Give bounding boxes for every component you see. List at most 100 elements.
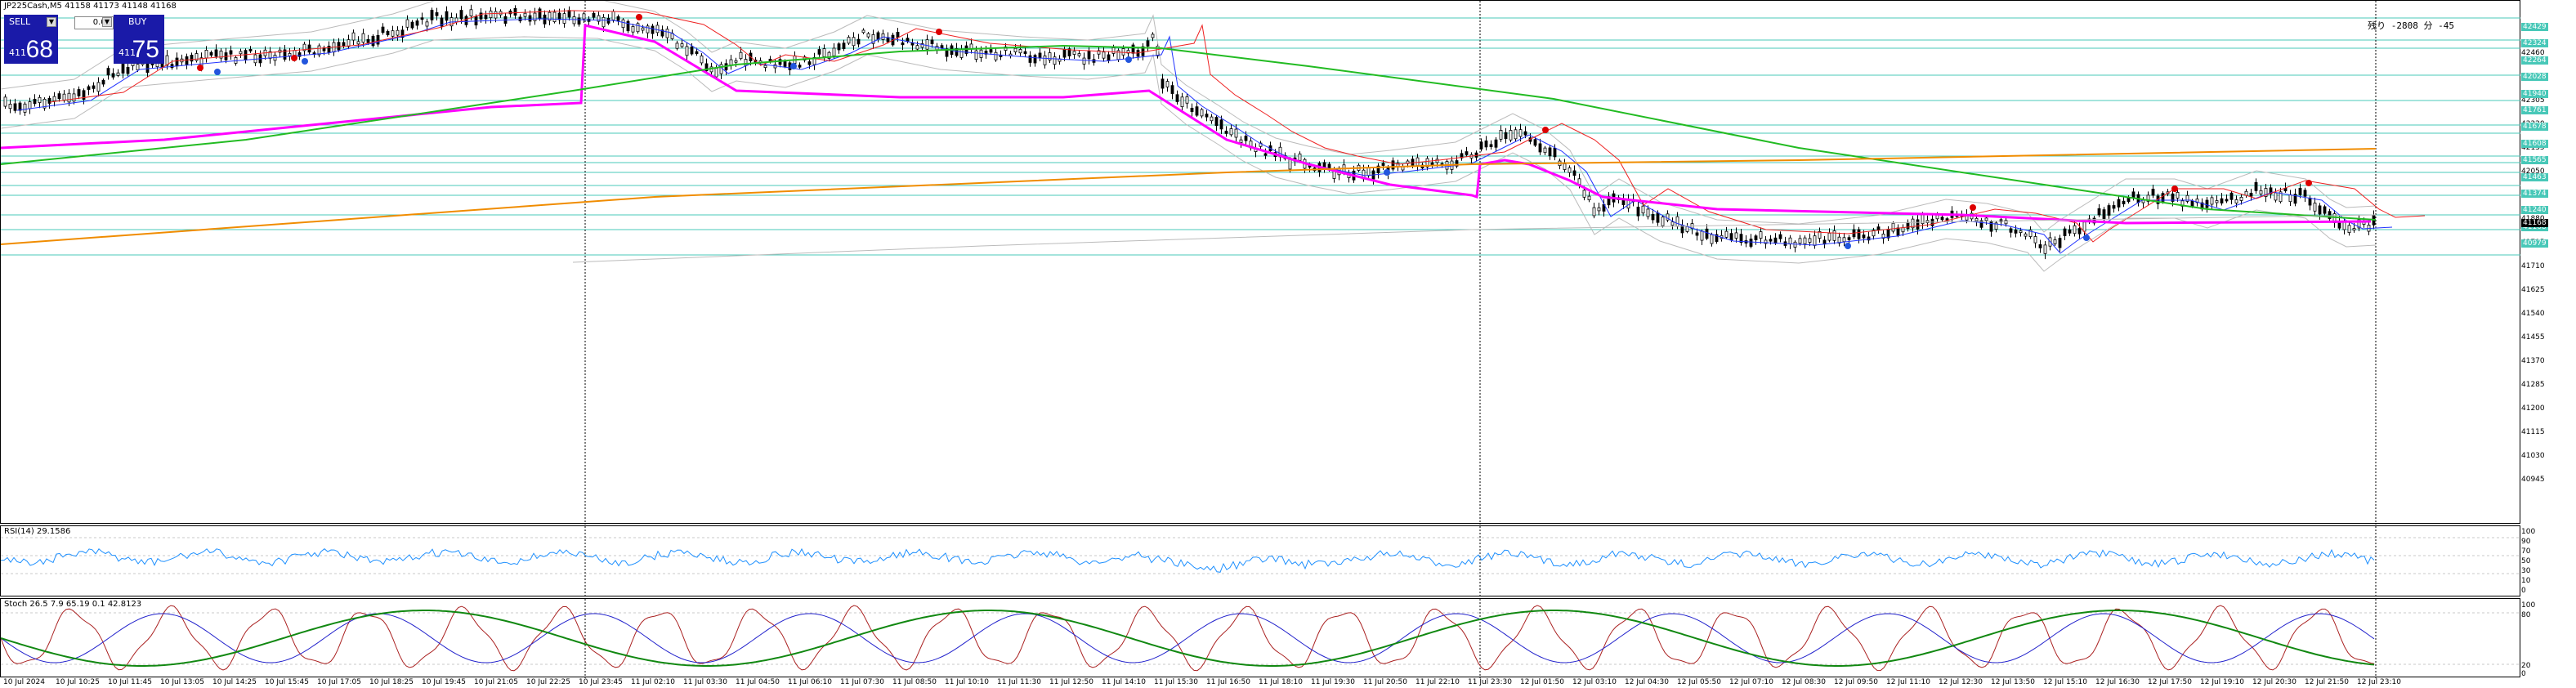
buy-button[interactable]: BUY 411 75 xyxy=(114,15,164,64)
candle-body xyxy=(636,23,640,33)
candle-body xyxy=(1038,52,1042,58)
candle-body xyxy=(1102,51,1106,59)
candle-body xyxy=(602,16,606,28)
candle-body xyxy=(106,68,110,76)
price-tick-label: 41540 xyxy=(2521,310,2545,318)
sell-button[interactable]: SELL 411 68 xyxy=(4,15,58,64)
candle-body xyxy=(1170,85,1174,94)
candle-body xyxy=(567,10,571,18)
price-level-label: 41463 xyxy=(2521,172,2548,181)
candle-body xyxy=(1656,212,1660,223)
candle-body xyxy=(302,43,306,51)
candle-body xyxy=(1082,57,1086,65)
candle-body xyxy=(1121,48,1125,56)
candle-body xyxy=(2342,221,2346,230)
candle-body xyxy=(185,56,189,65)
candle-body xyxy=(1872,230,1876,237)
candle-body xyxy=(1298,153,1302,161)
candle-body xyxy=(23,103,27,113)
buy-signal-dot xyxy=(214,69,221,75)
time-axis-label: 10 Jul 22:25 xyxy=(526,678,570,686)
candle-body xyxy=(1376,165,1380,173)
candle-body xyxy=(454,17,458,23)
price-axis[interactable] xyxy=(2520,0,2576,688)
candle-body xyxy=(347,39,351,47)
candle-body xyxy=(459,10,463,20)
candle-body xyxy=(2077,228,2082,235)
candle-body xyxy=(871,34,875,44)
candle-body xyxy=(1425,158,1429,168)
time-axis-label: 11 Jul 14:10 xyxy=(1102,678,1146,686)
rsi-canvas[interactable] xyxy=(1,526,2521,597)
candle-body xyxy=(582,13,586,20)
candle-body xyxy=(13,103,17,111)
candle-body xyxy=(989,49,993,53)
candle-body xyxy=(248,48,253,51)
rsi-panel[interactable]: RSI(14) 29.1586 xyxy=(0,525,2521,597)
time-axis-label: 11 Jul 12:50 xyxy=(1049,678,1093,686)
candle-body xyxy=(1146,40,1150,47)
candle-body xyxy=(1263,153,1268,156)
candle-body xyxy=(827,51,831,59)
candle-body xyxy=(1666,213,1670,221)
buy-signal-dot xyxy=(2083,235,2090,241)
candle-body xyxy=(1489,144,1493,148)
candle-body xyxy=(425,21,429,27)
candle-body xyxy=(901,42,905,46)
candle-body xyxy=(1710,234,1714,244)
candle-body xyxy=(655,25,660,34)
time-axis-label: 10 Jul 21:05 xyxy=(474,678,518,686)
time-axis-label: 12 Jul 16:30 xyxy=(2095,678,2140,686)
candle-body xyxy=(1754,235,1758,240)
candle-body xyxy=(680,43,684,47)
candle-body xyxy=(38,96,42,103)
stoch-axis-label: 100 xyxy=(2521,601,2536,610)
candle-body xyxy=(381,26,385,34)
candle-body xyxy=(2259,190,2263,194)
candle-body xyxy=(1974,217,1979,221)
candle-body xyxy=(214,49,218,57)
price-chart-panel[interactable]: JP225Cash,M5 41158 41173 41148 41168 SEL… xyxy=(0,0,2521,525)
price-tick-label: 41625 xyxy=(2521,286,2545,294)
candle-body xyxy=(719,64,723,74)
stochastic-title: Stoch 26.5 7.9 65.19 0.1 42.8123 xyxy=(4,600,142,609)
rsi-axis-label: 100 xyxy=(2521,528,2536,536)
candle-body xyxy=(675,42,679,49)
candle-body xyxy=(2229,192,2234,200)
time-axis-label: 11 Jul 23:30 xyxy=(1468,678,1512,686)
candle-body xyxy=(204,50,208,59)
lot-step-arrow-icon[interactable]: ▼ xyxy=(102,17,112,27)
candle-body xyxy=(1729,233,1733,241)
countdown-text: 残り -2808 分 -45 xyxy=(2368,20,2454,31)
candle-body xyxy=(1062,49,1067,58)
candle-body xyxy=(1778,234,1782,239)
candle-body xyxy=(543,14,547,25)
candle-body xyxy=(2279,191,2283,203)
candle-body xyxy=(445,11,449,21)
slow-ma-line xyxy=(49,10,2426,243)
candle-body xyxy=(651,25,655,34)
candle-body xyxy=(1906,221,1910,230)
price-level-label: 42429 xyxy=(2521,23,2548,31)
candle-body xyxy=(101,79,105,85)
candle-body xyxy=(2073,225,2077,235)
candle-body xyxy=(391,30,395,37)
candle-body xyxy=(479,12,483,20)
candle-body xyxy=(837,43,841,51)
candle-body xyxy=(62,93,66,101)
candle-body xyxy=(1724,230,1729,238)
time-axis-label: 10 Jul 10:25 xyxy=(56,678,100,686)
stochastic-panel[interactable]: Stoch 26.5 7.9 65.19 0.1 42.8123 xyxy=(0,598,2521,678)
stochastic-canvas[interactable] xyxy=(1,599,2521,678)
time-axis-label: 12 Jul 11:10 xyxy=(1886,678,1930,686)
candle-body xyxy=(170,64,174,69)
lower-band-line xyxy=(1,36,2377,272)
candle-body xyxy=(1097,50,1101,55)
candle-body xyxy=(915,45,919,50)
candle-body xyxy=(2004,220,2008,225)
candle-body xyxy=(1484,141,1488,148)
price-chart-canvas[interactable] xyxy=(1,1,2521,525)
candle-body xyxy=(440,17,444,27)
dropdown-arrow-icon[interactable]: ▼ xyxy=(47,17,56,27)
candle-body xyxy=(2112,205,2116,209)
